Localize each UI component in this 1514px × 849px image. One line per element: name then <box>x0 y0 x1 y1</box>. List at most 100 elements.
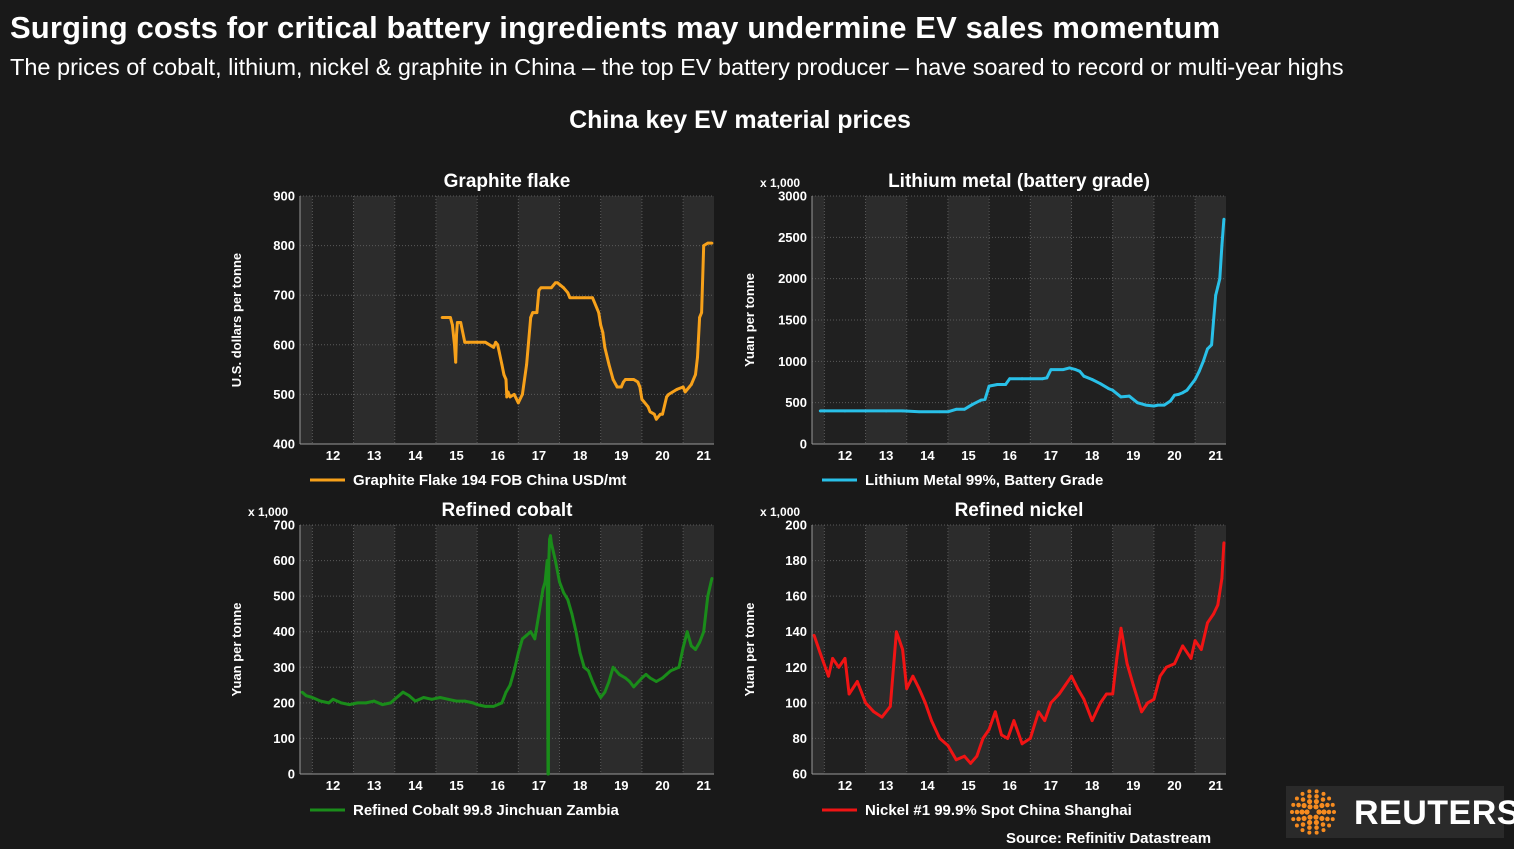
data-point <box>562 591 566 594</box>
y-axis-label: U.S. dollars per tonne <box>229 253 244 387</box>
data-point <box>843 656 847 660</box>
data-point <box>661 412 664 416</box>
data-point <box>827 674 830 678</box>
data-point <box>624 676 627 680</box>
data-point <box>1008 377 1012 381</box>
logo-dot <box>1307 814 1313 820</box>
data-point <box>1061 368 1065 371</box>
data-point <box>455 333 458 337</box>
data-point <box>1037 710 1040 714</box>
plot-band <box>435 525 478 774</box>
data-point <box>554 559 557 562</box>
logo-dot <box>1330 802 1335 807</box>
source-note: Source: Refinitiv Datastream <box>1006 830 1212 847</box>
data-point <box>818 409 822 413</box>
data-point <box>689 383 693 386</box>
data-point <box>689 644 693 648</box>
data-point <box>1119 395 1123 399</box>
data-point <box>1028 737 1032 740</box>
data-point <box>537 612 541 616</box>
y-tick-label: 2500 <box>778 230 807 245</box>
data-point <box>619 385 623 389</box>
data-point <box>327 701 331 705</box>
data-point <box>1210 343 1213 347</box>
x-tick-label: 12 <box>838 778 852 793</box>
data-point <box>413 699 417 703</box>
data-point <box>1216 285 1220 289</box>
data-point <box>372 699 376 703</box>
data-point <box>1127 394 1131 398</box>
data-point <box>525 363 528 367</box>
y-tick-label: 500 <box>785 395 807 410</box>
data-point <box>981 737 985 740</box>
plot-band <box>641 525 684 774</box>
data-point <box>648 410 652 414</box>
x-tick-label: 21 <box>696 778 710 793</box>
data-point <box>492 345 496 349</box>
data-point <box>1076 687 1080 691</box>
data-point <box>1189 656 1193 660</box>
data-point <box>535 311 539 314</box>
y-tick-label: 500 <box>273 589 295 604</box>
data-point <box>599 323 603 327</box>
data-point <box>521 393 524 396</box>
y-tick-label: 1000 <box>778 354 807 369</box>
data-point <box>855 680 859 683</box>
logo-dot <box>1307 819 1313 826</box>
logo-dot <box>1319 802 1325 809</box>
data-point <box>1216 603 1220 607</box>
x-tick-label: 20 <box>655 448 669 463</box>
data-point <box>665 673 669 676</box>
data-point <box>987 384 991 388</box>
logo-dot <box>1321 828 1326 833</box>
x-tick-label: 12 <box>326 778 340 793</box>
x-tick-label: 15 <box>961 778 975 793</box>
data-point <box>380 703 384 707</box>
x-tick-label: 17 <box>1044 448 1058 463</box>
data-point <box>1006 737 1010 740</box>
data-point <box>1156 403 1160 407</box>
data-point <box>467 340 471 344</box>
plot-band <box>947 525 990 774</box>
y-tick-label: 900 <box>273 189 295 204</box>
data-point <box>591 680 594 683</box>
data-point <box>1222 541 1226 545</box>
data-point <box>1045 376 1049 380</box>
x-tick-label: 19 <box>614 448 628 463</box>
y-tick-label: 700 <box>273 288 295 303</box>
x-tick-label: 20 <box>1167 778 1181 793</box>
legend-label-nickel: Nickel #1 99.9% Spot China Shanghai <box>865 802 1132 819</box>
data-point <box>628 680 631 683</box>
data-point <box>1173 393 1176 397</box>
panel-title-cobalt: Refined cobalt <box>442 500 574 521</box>
data-point <box>818 651 822 655</box>
plot-band <box>1030 525 1072 774</box>
data-point <box>694 648 697 651</box>
logo-dot <box>1320 797 1326 802</box>
y-tick-label: 3000 <box>778 189 807 204</box>
x-tick-label: 13 <box>367 778 381 793</box>
plot-band <box>865 525 907 774</box>
data-point <box>659 412 662 416</box>
data-point <box>574 630 578 634</box>
x-tick-label: 21 <box>1208 448 1222 463</box>
data-point <box>1020 377 1024 381</box>
logo-dot <box>1313 798 1319 805</box>
data-point <box>516 401 520 405</box>
data-point <box>549 541 553 545</box>
panel-title-nickel: Refined nickel <box>955 500 1084 521</box>
data-point <box>454 360 458 364</box>
data-point <box>310 696 314 699</box>
data-point <box>300 690 304 694</box>
x-tick-label: 21 <box>1208 778 1222 793</box>
plot-band <box>824 525 866 774</box>
x-tick-label: 19 <box>1126 778 1140 793</box>
x-tick-label: 15 <box>449 448 463 463</box>
data-point <box>847 692 851 696</box>
plot-band <box>477 525 519 774</box>
logo-dot <box>1314 789 1319 794</box>
data-point <box>671 390 675 394</box>
panel-graphite: 400 500 600 700 800 900 12 13 14 15 16 17 18 19 20 21 Gr… <box>229 171 714 489</box>
data-point <box>543 580 547 584</box>
data-point <box>1043 719 1047 723</box>
